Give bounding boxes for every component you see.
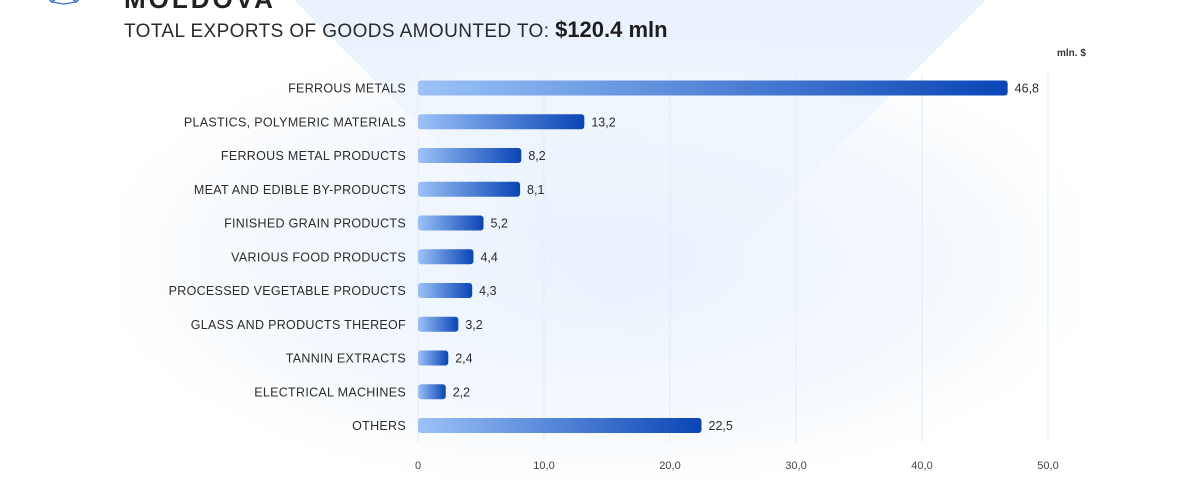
bar: [418, 215, 484, 231]
category-label: GLASS AND PRODUCTS THEREOF: [191, 318, 406, 332]
bar: [418, 249, 474, 265]
value-label: 22,5: [709, 419, 733, 433]
value-label: 2,2: [453, 385, 470, 399]
category-label: OTHERS: [352, 419, 406, 433]
bar: [418, 384, 446, 400]
bar: [418, 418, 702, 433]
category-label: PLASTICS, POLYMERIC MATERIALS: [184, 115, 406, 129]
value-label: 4,4: [480, 250, 497, 264]
category-label: FERROUS METALS: [288, 82, 406, 96]
bar: [418, 80, 1008, 96]
bar: [418, 148, 522, 163]
x-tick-label: 20,0: [659, 460, 680, 472]
x-tick-label: 10,0: [533, 460, 554, 472]
category-label: PROCESSED VEGETABLE PRODUCTS: [169, 284, 406, 298]
country-title: MOLDOVA: [124, 0, 276, 15]
logo-icon: [48, 0, 80, 5]
bars: [418, 80, 1008, 433]
bar: [418, 316, 459, 332]
x-tick-label: 30,0: [785, 460, 806, 472]
value-label: 5,2: [491, 217, 508, 231]
bar: [418, 114, 585, 130]
chart-subtitle: TOTAL EXPORTS OF GOODS AMOUNTED TO: $120…: [124, 17, 668, 43]
total-amount: $120.4 mln: [555, 17, 668, 42]
category-label: FERROUS METAL PRODUCTS: [221, 149, 406, 163]
unit-label: mln. $: [1057, 48, 1086, 59]
value-label: 4,3: [479, 284, 496, 298]
category-label: ELECTRICAL MACHINES: [254, 385, 406, 399]
x-tick-label: 0: [415, 460, 421, 472]
value-label: 13,2: [591, 115, 615, 129]
bar: [418, 350, 449, 366]
x-tick-label: 50,0: [1037, 460, 1058, 472]
category-label: VARIOUS FOOD PRODUCTS: [231, 250, 406, 264]
category-label: TANNIN EXTRACTS: [286, 352, 406, 366]
background-glow: [120, 40, 1080, 480]
labels: 0 10,0 20,0 30,0 40,0 50,0 FERROUS METALS 46,8 P…: [169, 82, 1059, 473]
value-label: 8,2: [528, 149, 545, 163]
value-label: 8,1: [527, 183, 544, 197]
category-label: FINISHED GRAIN PRODUCTS: [224, 217, 406, 231]
x-tick-label: 40,0: [911, 460, 932, 472]
bar: [418, 283, 473, 298]
value-label: 46,8: [1015, 82, 1039, 96]
subtitle-prefix: TOTAL EXPORTS OF GOODS AMOUNTED TO:: [124, 21, 550, 42]
value-label: 2,4: [455, 352, 472, 366]
bar: [418, 181, 521, 197]
value-label: 3,2: [465, 318, 482, 332]
category-label: MEAT AND EDIBLE BY-PRODUCTS: [194, 183, 406, 197]
